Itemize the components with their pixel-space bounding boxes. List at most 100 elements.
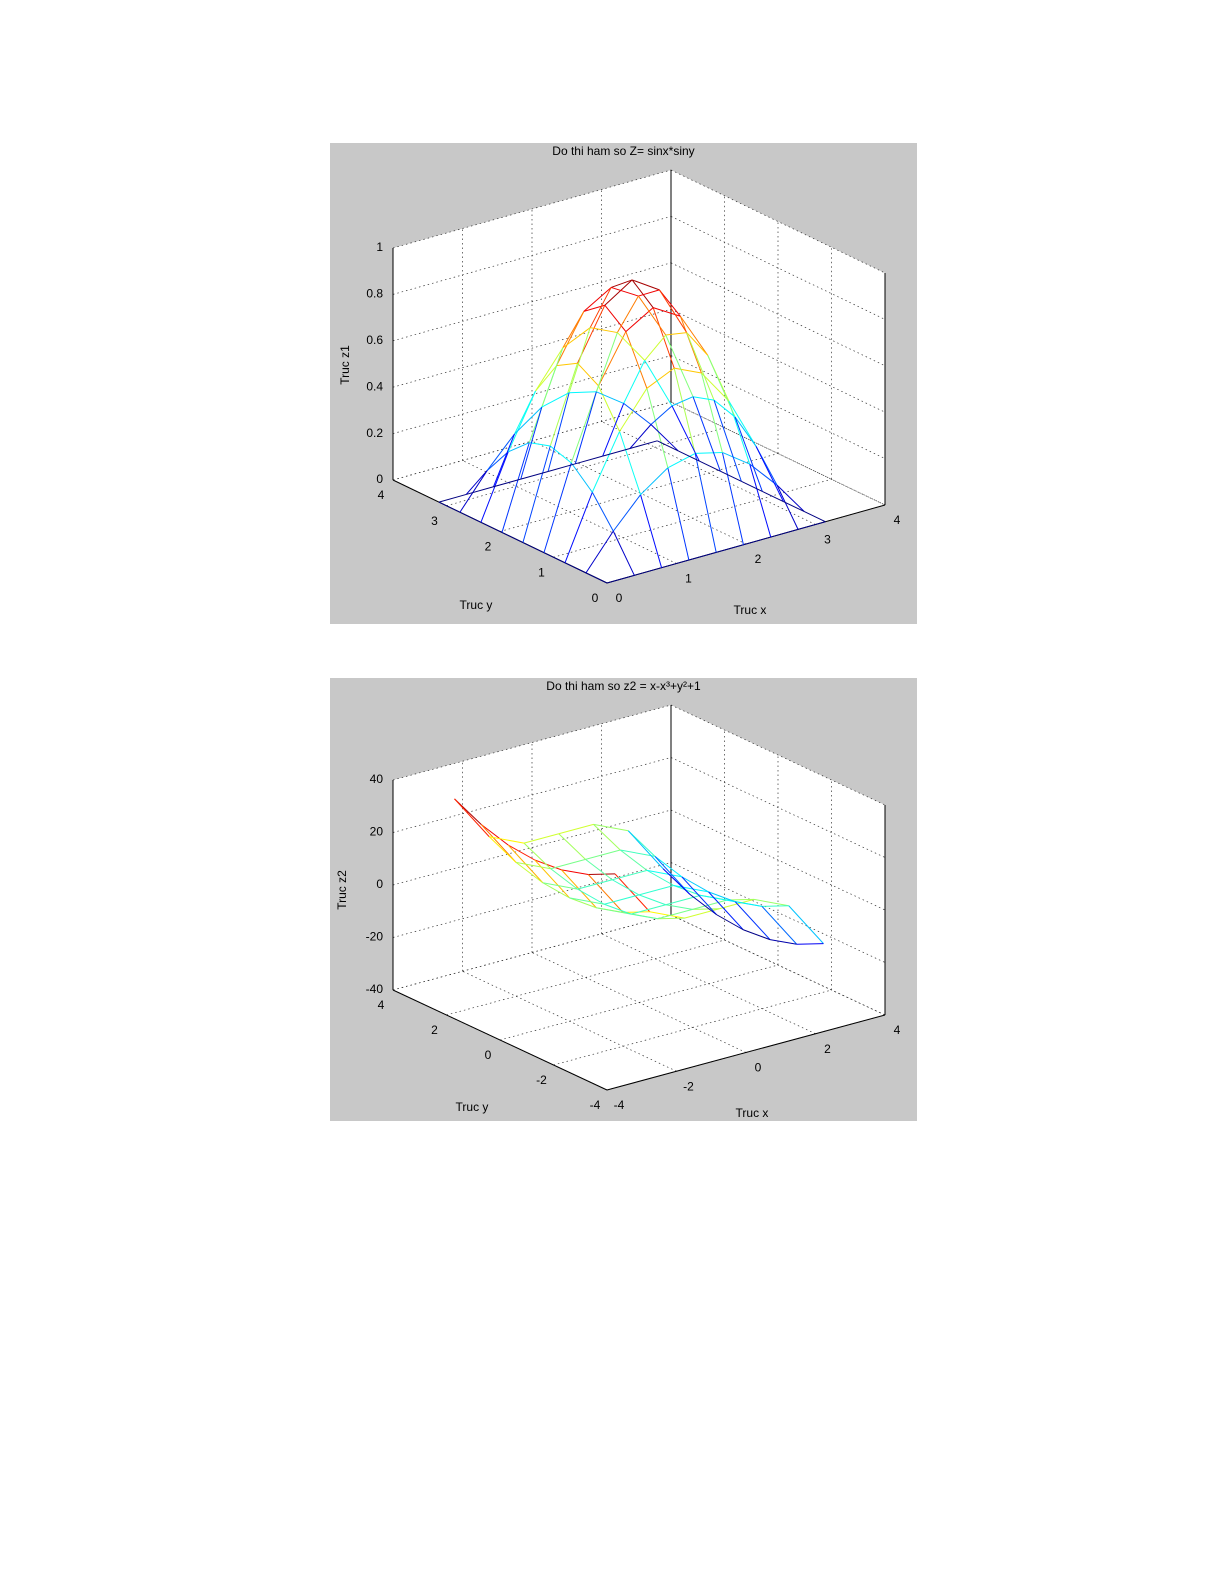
mesh-edge bbox=[558, 823, 594, 835]
mesh-edge bbox=[507, 844, 535, 861]
mesh-edge bbox=[619, 431, 642, 495]
mesh-edge bbox=[591, 492, 614, 532]
mesh-edge bbox=[650, 424, 679, 452]
mesh-edge bbox=[630, 913, 658, 920]
y-tick-label: 1 bbox=[538, 565, 545, 579]
mesh-edge bbox=[550, 858, 586, 870]
mesh-edge bbox=[638, 894, 666, 906]
mesh-edge bbox=[515, 861, 551, 870]
z-axis-label: Truc z1 bbox=[338, 345, 352, 385]
grid-line bbox=[392, 308, 672, 388]
grid-line bbox=[392, 809, 672, 886]
mesh-edge bbox=[716, 914, 744, 931]
mesh-edge bbox=[796, 943, 824, 945]
mesh-edge bbox=[720, 470, 742, 482]
mesh-edge bbox=[646, 869, 682, 878]
mesh-edge bbox=[522, 445, 551, 543]
mesh-edge bbox=[574, 391, 597, 464]
mesh-edge bbox=[604, 304, 627, 332]
mesh-edge bbox=[661, 559, 690, 569]
z-tick-label: 40 bbox=[370, 772, 384, 786]
mesh-edge bbox=[590, 327, 618, 334]
y-axis-label: Truc y bbox=[460, 598, 493, 612]
mesh-edge bbox=[658, 289, 681, 317]
mesh-edge bbox=[678, 450, 700, 462]
mesh-edge bbox=[529, 442, 551, 447]
mesh-edge bbox=[673, 885, 709, 893]
x-tick-label: 4 bbox=[894, 513, 901, 527]
mesh-edge bbox=[438, 501, 461, 513]
mesh-edge bbox=[620, 849, 656, 857]
x-tick-label: -2 bbox=[683, 1079, 694, 1093]
mesh-edge bbox=[454, 798, 490, 838]
mesh-edge bbox=[508, 442, 530, 453]
mesh-edge bbox=[630, 904, 666, 915]
mesh-edge bbox=[466, 486, 494, 495]
mesh-edge bbox=[671, 405, 700, 462]
mesh-edge bbox=[520, 406, 543, 480]
x-tick-label: -4 bbox=[614, 1098, 625, 1112]
mesh-edge bbox=[769, 939, 797, 945]
mesh-edge bbox=[575, 455, 603, 465]
mesh-edge bbox=[493, 478, 521, 488]
mesh-edge bbox=[598, 385, 621, 432]
grid-line bbox=[670, 862, 886, 963]
mesh-edge bbox=[694, 453, 717, 553]
y-tick-label: -2 bbox=[536, 1073, 547, 1087]
mesh-edge bbox=[612, 879, 640, 896]
mesh-edge bbox=[667, 452, 696, 469]
grid-line bbox=[392, 914, 672, 991]
mesh-edge bbox=[681, 876, 717, 915]
axis-line bbox=[606, 1014, 886, 1091]
mesh-edge bbox=[541, 392, 570, 408]
z-tick-label: -40 bbox=[366, 982, 384, 996]
grid-line bbox=[670, 914, 886, 1016]
mesh-edge bbox=[612, 869, 648, 881]
mesh-edge bbox=[459, 511, 482, 523]
mesh-edge bbox=[797, 521, 826, 530]
z-tick-label: 0.8 bbox=[366, 287, 383, 301]
mesh-edge bbox=[743, 536, 771, 546]
mesh-edge bbox=[604, 903, 632, 915]
y-tick-label: 0 bbox=[485, 1048, 492, 1062]
mesh-edge bbox=[587, 874, 624, 913]
mesh-edge bbox=[644, 334, 667, 361]
mesh-edge bbox=[569, 897, 605, 905]
mesh-edge bbox=[588, 873, 616, 875]
mesh-edge bbox=[535, 347, 564, 392]
mesh-edge bbox=[589, 287, 612, 328]
grid-line bbox=[392, 757, 672, 833]
y-tick-label: -4 bbox=[590, 1098, 601, 1112]
mesh-edge bbox=[547, 463, 576, 472]
mesh-edge bbox=[665, 894, 701, 906]
y-tick-label: 4 bbox=[378, 488, 385, 502]
grid-line bbox=[392, 262, 672, 342]
mesh-edge bbox=[480, 521, 503, 533]
mesh-edge bbox=[671, 396, 694, 407]
mesh-edge bbox=[523, 842, 552, 870]
mesh-edge bbox=[614, 873, 651, 913]
mesh-edge bbox=[541, 347, 564, 408]
mesh-edge bbox=[701, 372, 730, 402]
mesh-edge bbox=[593, 823, 629, 832]
mesh-edge bbox=[570, 462, 593, 493]
grid-line bbox=[601, 933, 816, 1035]
y-tick-label: 2 bbox=[485, 540, 492, 554]
figure: Do thi ham so z2 = x-x³+y²+1-4-2024-4-20… bbox=[330, 678, 917, 1121]
mesh-edge bbox=[673, 368, 696, 454]
mesh-edge bbox=[569, 391, 597, 394]
mesh-edge bbox=[543, 552, 566, 564]
mesh-edge bbox=[719, 898, 755, 910]
mesh-edge bbox=[523, 833, 559, 844]
mesh-edge bbox=[622, 911, 650, 913]
mesh-edge bbox=[716, 544, 744, 553]
mesh-edge bbox=[625, 307, 654, 332]
mesh-edge bbox=[577, 362, 599, 387]
mesh-edge bbox=[596, 907, 632, 915]
mesh-edge bbox=[577, 888, 605, 905]
mesh-edge bbox=[749, 463, 772, 538]
mesh-edge bbox=[692, 908, 720, 910]
mesh-edge bbox=[658, 289, 688, 333]
mesh-edge bbox=[488, 836, 517, 863]
